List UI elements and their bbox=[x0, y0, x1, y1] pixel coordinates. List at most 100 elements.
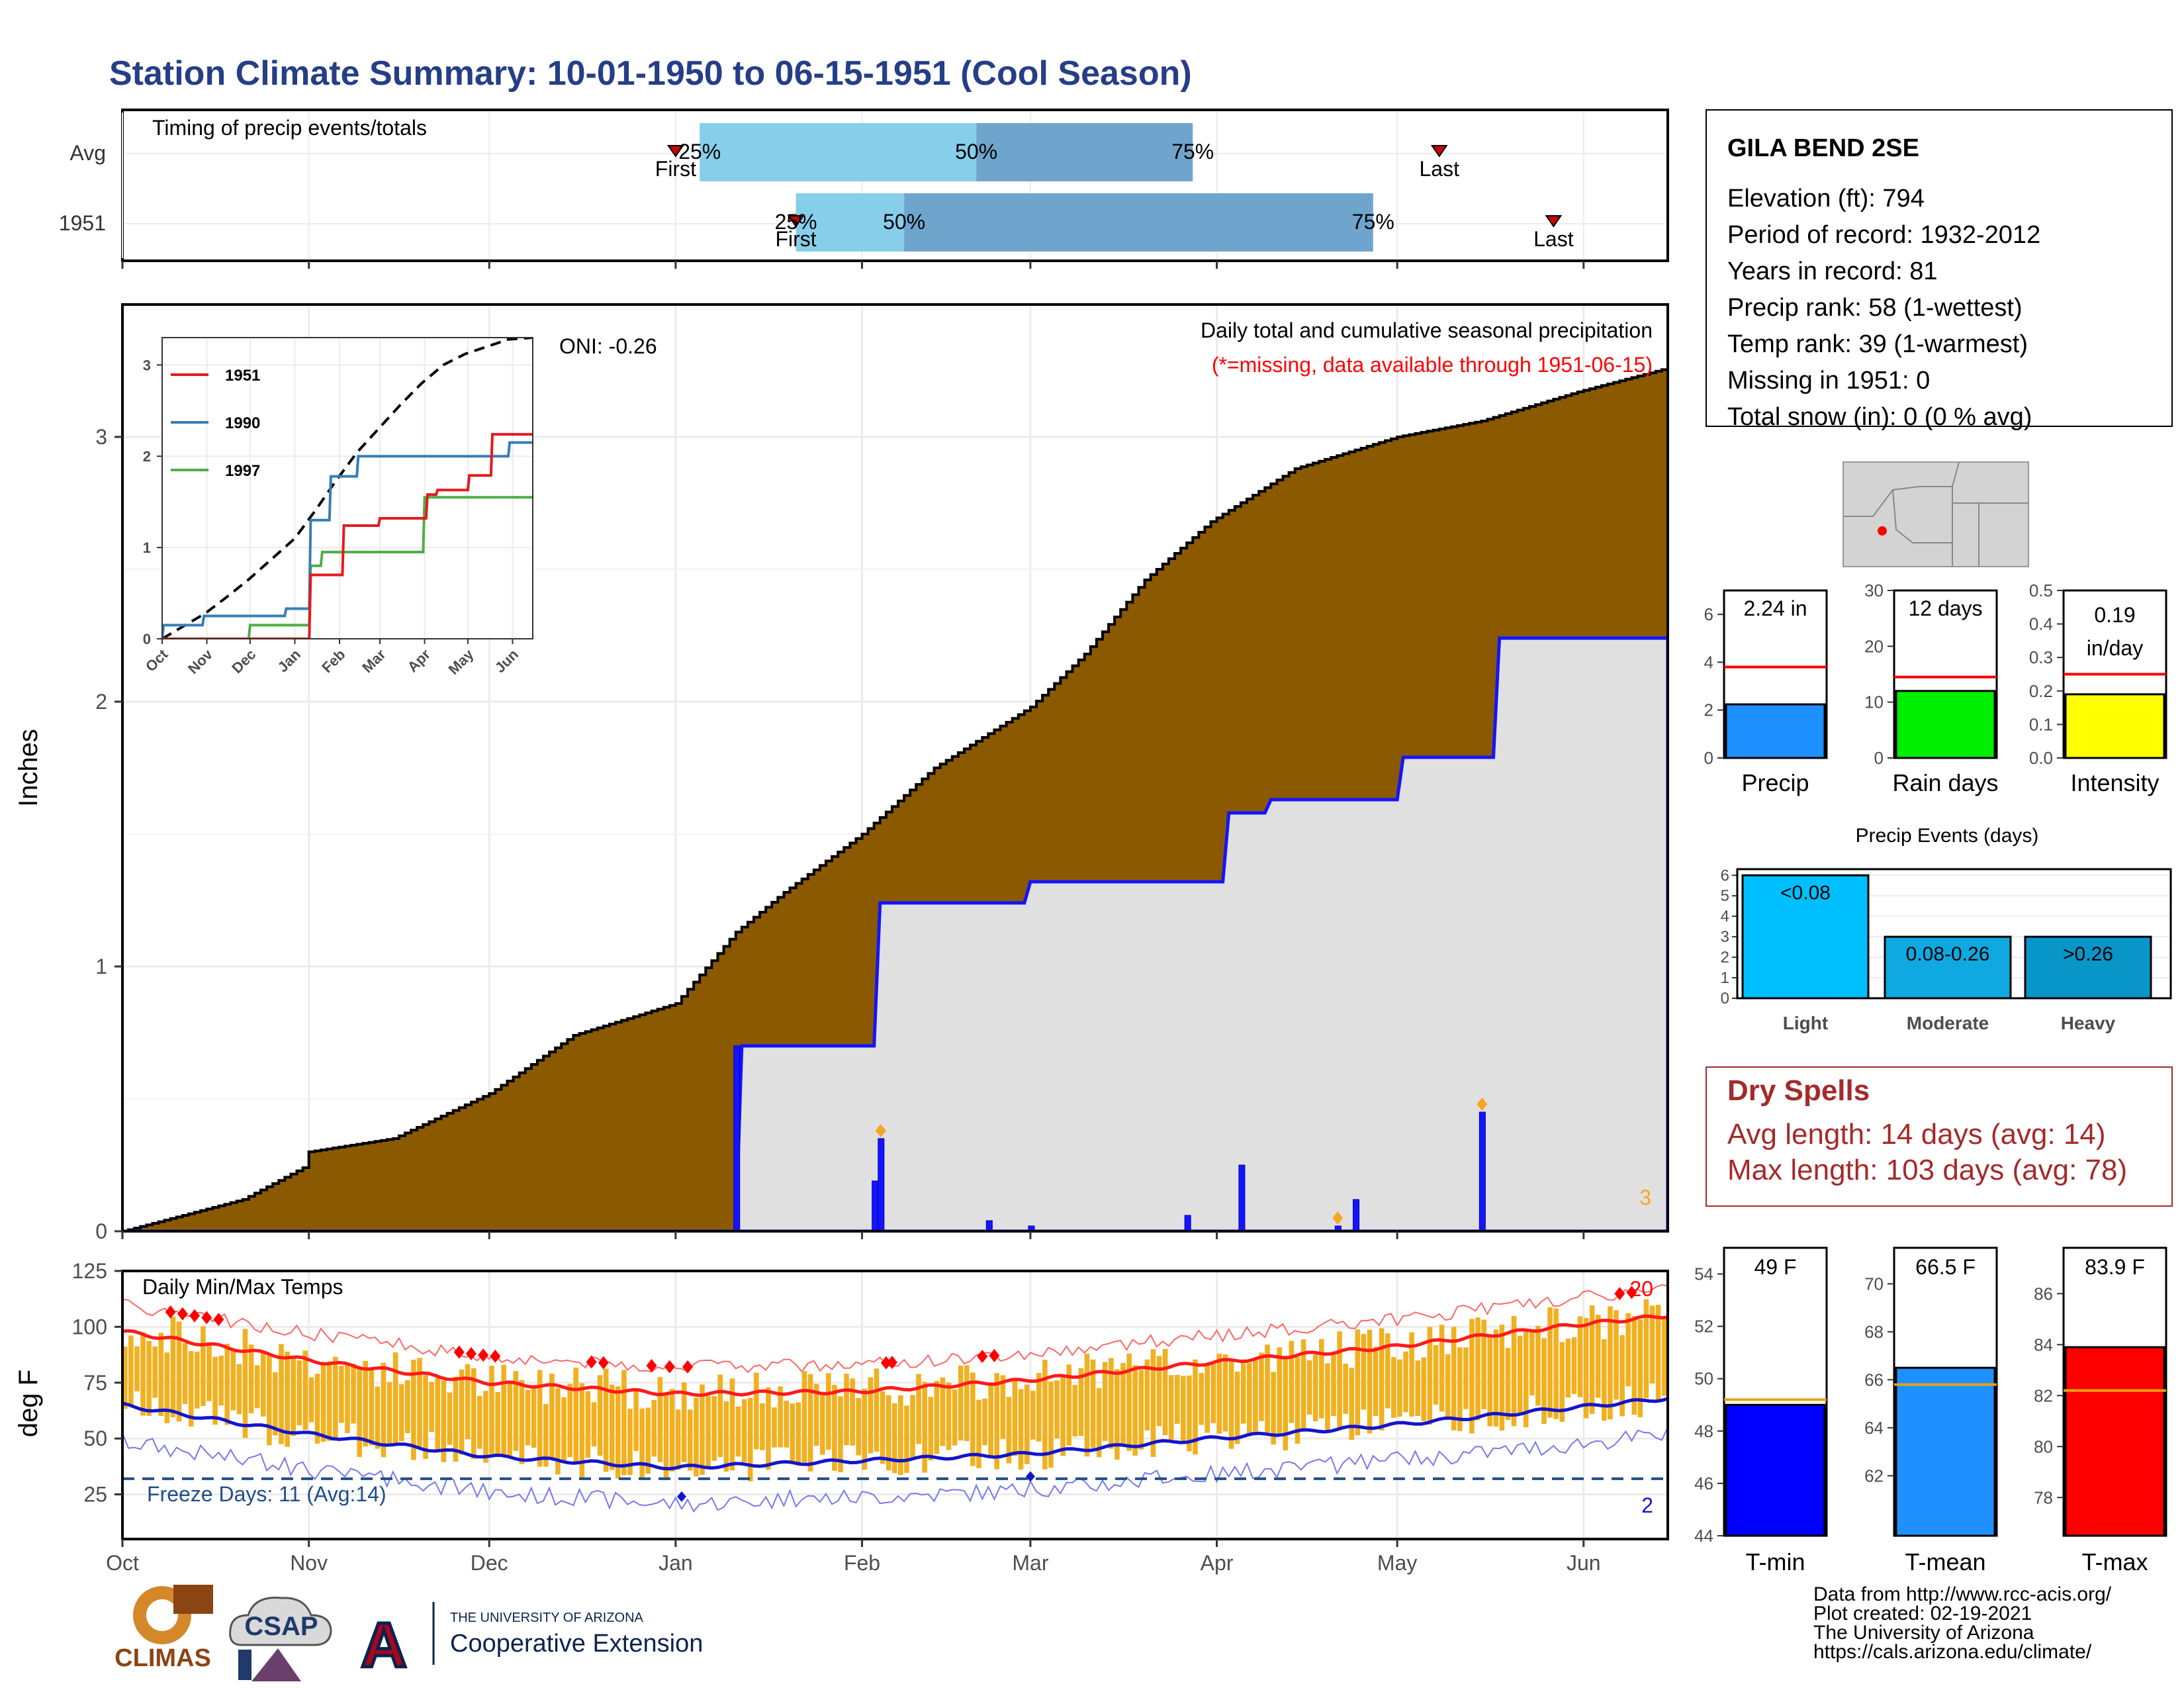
daily-temp-bar bbox=[212, 1356, 218, 1425]
precip-caption: Daily total and cumulative seasonal prec… bbox=[1201, 318, 1653, 342]
temp-y-label: deg F bbox=[14, 1370, 43, 1437]
daily-temp-bar bbox=[320, 1364, 326, 1442]
daily-temp-bar bbox=[1391, 1357, 1396, 1418]
daily-temp-bar bbox=[1409, 1332, 1414, 1417]
daily-temp-bar bbox=[477, 1395, 482, 1449]
precip-count-label: 3 bbox=[1639, 1186, 1651, 1209]
daily-temp-bar bbox=[495, 1391, 500, 1456]
events-tick-label: 4 bbox=[1721, 908, 1729, 925]
temp-gauge-tick-label: 70 bbox=[1864, 1274, 1884, 1293]
daily-temp-bar bbox=[1373, 1346, 1379, 1417]
daily-temp-bar bbox=[507, 1381, 513, 1457]
daily-temp-bar bbox=[1000, 1375, 1006, 1439]
temp-title: Daily Min/Max Temps bbox=[142, 1275, 343, 1299]
avg-last-label: Last bbox=[1420, 157, 1460, 181]
daily-temp-bar bbox=[1583, 1317, 1589, 1419]
daily-temp-bar bbox=[772, 1407, 777, 1448]
daily-temp-bar bbox=[1018, 1389, 1024, 1470]
daily-temp-bar bbox=[1234, 1372, 1240, 1444]
daily-temp-bar bbox=[597, 1375, 603, 1456]
precip-panel: 0 1 2 3 Inches Daily total and cumulative s… bbox=[14, 303, 1669, 1243]
record-high-marker bbox=[478, 1348, 489, 1362]
daily-temp-bar bbox=[308, 1377, 314, 1423]
daily-temp-bar bbox=[561, 1397, 567, 1462]
daily-temp-bar bbox=[585, 1391, 591, 1458]
daily-temp-bar bbox=[134, 1346, 140, 1391]
daily-temp-bar bbox=[928, 1397, 934, 1461]
record-high-marker bbox=[490, 1349, 501, 1363]
daily-temp-bar bbox=[1421, 1357, 1427, 1421]
inset-legend: 1951 1990 1997 bbox=[171, 367, 260, 480]
daily-temp-bar bbox=[1499, 1325, 1505, 1431]
footer: Data from http://www.rcc-acis.org/ Plot … bbox=[1813, 1583, 2112, 1663]
daily-temp-bar bbox=[826, 1373, 831, 1450]
daily-temp-bar bbox=[922, 1382, 927, 1473]
daily-temp-bar bbox=[1295, 1356, 1300, 1444]
daily-temp-bar bbox=[1271, 1372, 1276, 1445]
daily-temp-bar bbox=[381, 1362, 387, 1458]
events-bar bbox=[1741, 874, 1870, 1000]
record-high-marker bbox=[646, 1358, 657, 1372]
daily-temp-bar bbox=[675, 1409, 681, 1470]
record-high-marker bbox=[465, 1346, 477, 1360]
daily-temp-bar bbox=[1625, 1313, 1631, 1387]
daily-temp-bar bbox=[705, 1395, 711, 1467]
daily-temp-bar bbox=[1602, 1339, 1607, 1421]
inset-1997-line bbox=[162, 496, 533, 639]
timing-labels: 25% 50% 75% First Last 25% 50% 75% First… bbox=[655, 140, 1574, 251]
temp-gauge-tick-label: 64 bbox=[1864, 1418, 1884, 1438]
gauge-value-bar bbox=[1725, 703, 1826, 759]
daily-temp-bar bbox=[1199, 1372, 1204, 1425]
daily-temp-bar bbox=[1210, 1363, 1216, 1423]
daily-precip-bar bbox=[1353, 1199, 1360, 1231]
daily-temp-bar bbox=[447, 1392, 453, 1445]
daily-temp-bar bbox=[651, 1399, 657, 1457]
daily-temp-bar bbox=[1216, 1353, 1222, 1434]
daily-temp-bar bbox=[1156, 1356, 1162, 1427]
daily-temp-bar bbox=[621, 1370, 627, 1476]
daily-temp-bar bbox=[741, 1399, 747, 1462]
daily-temp-bar bbox=[459, 1370, 465, 1455]
climas-emblem-bar bbox=[173, 1585, 213, 1614]
daily-temp-bar bbox=[405, 1380, 410, 1434]
gauge-tick-label: 10 bbox=[1864, 692, 1884, 712]
record-high-marker bbox=[664, 1360, 675, 1374]
first-event-marker bbox=[666, 145, 684, 158]
daily-temp-bar bbox=[279, 1344, 284, 1444]
daily-temp-bar bbox=[1637, 1319, 1643, 1417]
timing-title: Timing of precip events/totals bbox=[152, 116, 427, 140]
daily-temp-bar bbox=[880, 1391, 886, 1464]
station-info-box: GILA BEND 2SE Elevation (ft): 794 Period… bbox=[1706, 109, 2173, 431]
daily-temp-bar bbox=[441, 1380, 447, 1462]
dry-spells-max: Max length: 103 days (avg: 78) bbox=[1727, 1154, 2127, 1186]
timing-bar-q2 bbox=[904, 193, 1373, 252]
timing-bars bbox=[666, 123, 1563, 252]
daily-temp-bar bbox=[796, 1402, 801, 1466]
record-high-marker bbox=[886, 1356, 897, 1370]
gauge-value-text: 2.24 in bbox=[1743, 596, 1807, 620]
station-location-marker bbox=[1878, 526, 1887, 536]
temp-gauge-value-text: 83.9 F bbox=[2085, 1255, 2145, 1279]
daily-temp-bar bbox=[1649, 1305, 1655, 1383]
daily-precip-bar bbox=[1028, 1225, 1035, 1231]
avg-p50-label: 50% bbox=[955, 140, 997, 164]
daily-temp-bar bbox=[1427, 1327, 1433, 1425]
daily-temp-bar bbox=[351, 1364, 356, 1424]
daily-temp-bar bbox=[260, 1351, 266, 1417]
daily-temp-bar bbox=[429, 1382, 434, 1432]
daily-temp-bar bbox=[285, 1351, 290, 1447]
daily-temp-bar bbox=[471, 1368, 477, 1460]
inset-y-tick-label: 2 bbox=[143, 448, 151, 465]
daily-temp-bar bbox=[1487, 1335, 1493, 1427]
ua-logo: A THE UNIVERSITY OF ARIZONA Cooperative … bbox=[359, 1602, 703, 1683]
daily-temp-bar bbox=[1457, 1347, 1463, 1431]
daily-temp-bar bbox=[735, 1406, 741, 1457]
daily-temp-bar bbox=[778, 1386, 783, 1448]
daily-temp-bar bbox=[1265, 1344, 1270, 1433]
daily-temp-bar bbox=[1222, 1354, 1228, 1432]
daily-temp-bar bbox=[164, 1352, 170, 1424]
gauge-tick-label: 30 bbox=[1864, 581, 1884, 600]
daily-temp-bar bbox=[1349, 1368, 1355, 1440]
daily-precip-bar bbox=[1334, 1225, 1342, 1231]
daily-temp-bar bbox=[375, 1386, 381, 1449]
